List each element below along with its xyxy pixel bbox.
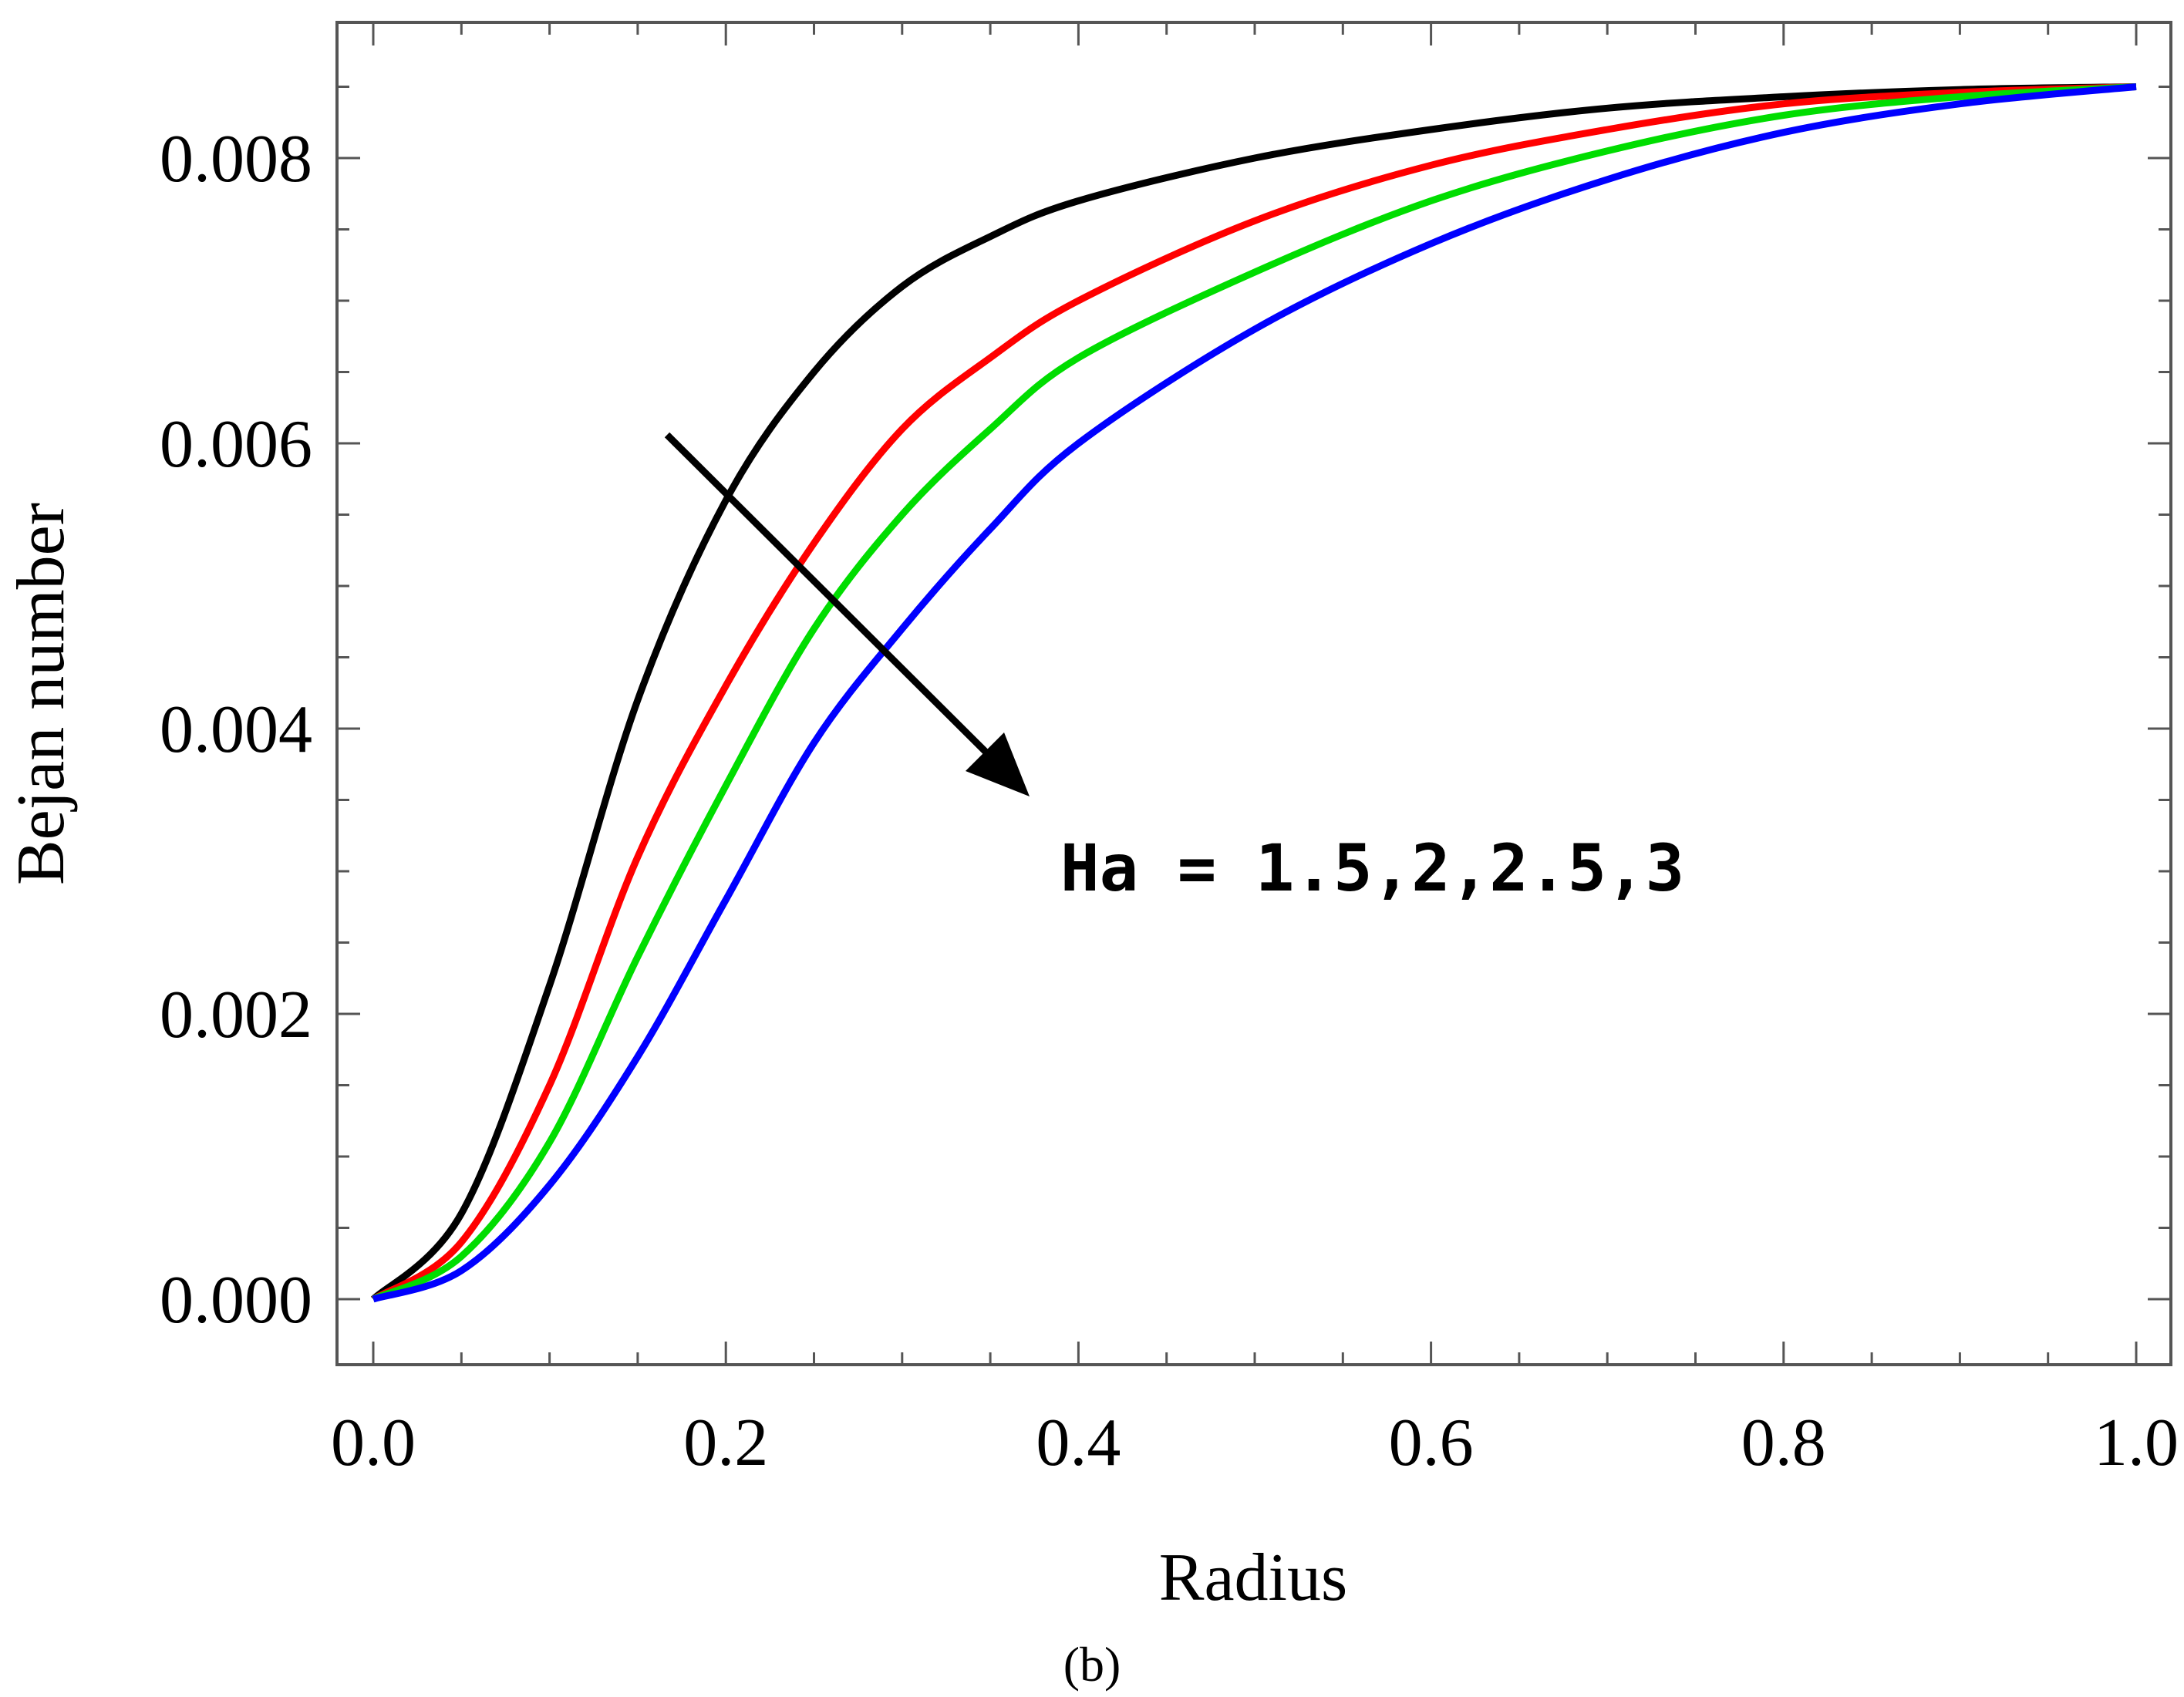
series-line-2 xyxy=(371,83,2137,1302)
x-tick-label: 0.2 xyxy=(683,1406,768,1480)
annotation-arrowhead xyxy=(966,732,1030,796)
series-line-3 xyxy=(372,83,2137,1303)
series-line-4 xyxy=(372,83,2137,1303)
y-axis-title: Bejan number xyxy=(4,503,79,885)
x-tick-label: 0.4 xyxy=(1036,1406,1121,1480)
series-lines xyxy=(370,83,2137,1303)
x-axis-title: Radius xyxy=(1159,1540,1347,1615)
annotation-label: Ha = 1.5,2,2.5,3 xyxy=(1060,830,1684,906)
x-tick-label: 0.0 xyxy=(331,1406,416,1480)
y-tick-label: 0.008 xyxy=(160,122,312,197)
annotation-arrow xyxy=(664,432,994,760)
y-tick-label: 0.000 xyxy=(160,1263,312,1338)
axis-ticks xyxy=(337,22,2171,1365)
y-tick-label: 0.006 xyxy=(160,407,312,482)
x-tick-label: 0.6 xyxy=(1389,1406,1474,1480)
y-tick-label: 0.004 xyxy=(160,692,312,767)
figure-caption: (b) xyxy=(1063,1637,1121,1692)
x-tick-label: 1.0 xyxy=(2094,1406,2179,1480)
y-tick-label: 0.002 xyxy=(160,978,312,1052)
x-tick-label: 0.8 xyxy=(1741,1406,1826,1480)
axis-tick-labels: 0.0 0.2 0.4 0.6 0.8 1.0 0.000 0.002 0.004 0.006 0.… xyxy=(160,122,2179,1480)
series-line-1 xyxy=(370,83,2137,1302)
